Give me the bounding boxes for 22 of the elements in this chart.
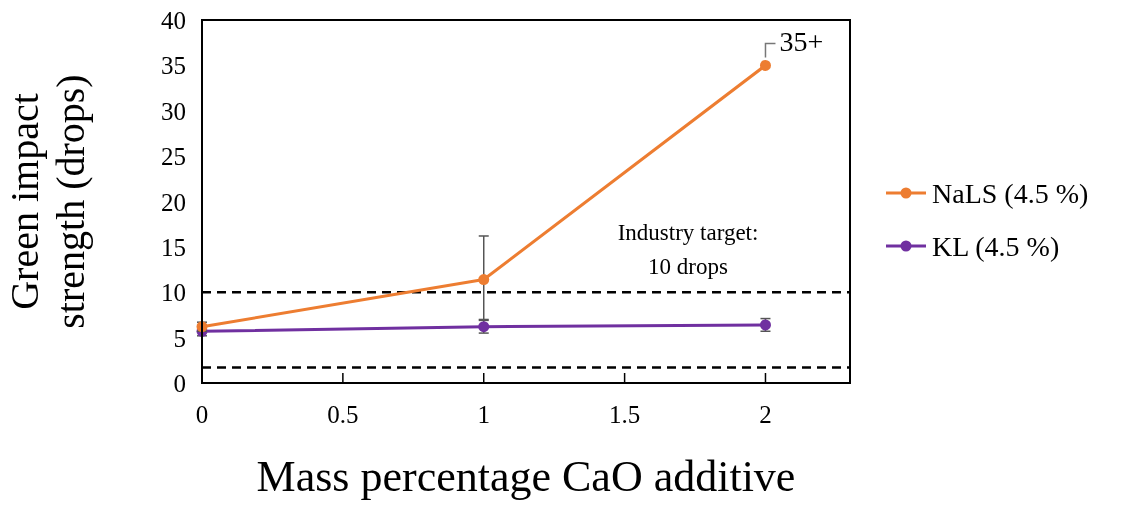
annotation: 35+: [779, 26, 824, 58]
x-tick-label: 0.5: [327, 401, 359, 428]
y-tick-label: 40: [161, 7, 186, 34]
legend-label: NaLS (4.5 %): [932, 178, 1089, 209]
point: [478, 274, 490, 286]
y-tick-label: 35: [161, 52, 186, 80]
x-tick-label: 1: [477, 401, 490, 428]
ref-line-label: Industry target: 10 drops: [617, 220, 759, 280]
legend-label: KL (4.5 %): [932, 231, 1060, 262]
y-tick-label: 25: [161, 143, 186, 171]
y-tick-label: 20: [161, 188, 186, 216]
y-axis-title: Green impact strength (drops): [2, 74, 93, 329]
y-tick-label: 10: [161, 279, 186, 307]
y-tick-label: 5: [173, 324, 186, 352]
x-tick-label: 0: [195, 401, 209, 428]
y-tick-label: 30: [161, 97, 186, 125]
x-tick-label: 2: [759, 401, 772, 428]
point: [759, 59, 771, 71]
y-tick-label: 0: [173, 370, 186, 397]
x-axis-title: Mass percentage CaO additive: [256, 452, 796, 501]
y-tick-label: 15: [161, 233, 186, 261]
x-tick-label: 1.5: [608, 401, 641, 428]
